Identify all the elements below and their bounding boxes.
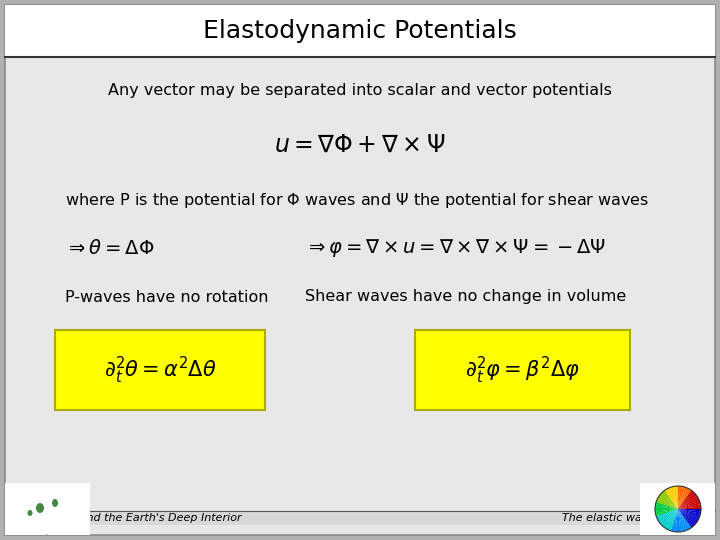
Wedge shape xyxy=(657,497,678,509)
Wedge shape xyxy=(669,509,678,531)
Wedge shape xyxy=(678,509,701,516)
Wedge shape xyxy=(655,507,678,509)
Text: Elastodynamic Potentials: Elastodynamic Potentials xyxy=(203,19,517,43)
Wedge shape xyxy=(655,509,678,511)
Text: $\Rightarrow \varphi = \nabla \times u = \nabla \times \nabla \times \Psi = -\De: $\Rightarrow \varphi = \nabla \times u =… xyxy=(305,237,606,259)
Wedge shape xyxy=(662,509,678,528)
Wedge shape xyxy=(657,509,678,521)
Wedge shape xyxy=(673,486,678,509)
Wedge shape xyxy=(661,509,678,526)
Wedge shape xyxy=(678,487,685,509)
Wedge shape xyxy=(667,509,678,530)
Wedge shape xyxy=(661,492,678,509)
Wedge shape xyxy=(655,509,678,516)
Wedge shape xyxy=(678,504,701,509)
Wedge shape xyxy=(678,509,693,528)
Wedge shape xyxy=(678,488,690,509)
Ellipse shape xyxy=(36,503,44,513)
Wedge shape xyxy=(678,509,701,514)
Wedge shape xyxy=(678,509,700,518)
Wedge shape xyxy=(678,486,680,509)
Wedge shape xyxy=(678,509,697,524)
Wedge shape xyxy=(660,494,678,509)
Wedge shape xyxy=(669,487,678,509)
Ellipse shape xyxy=(52,499,58,507)
Wedge shape xyxy=(667,488,678,509)
Wedge shape xyxy=(655,504,678,509)
Wedge shape xyxy=(678,490,693,509)
Wedge shape xyxy=(678,496,698,509)
Wedge shape xyxy=(678,509,683,532)
Wedge shape xyxy=(678,509,695,526)
Text: $\partial_t^2 \theta = \alpha^2 \Delta\theta$: $\partial_t^2 \theta = \alpha^2 \Delta\t… xyxy=(104,354,216,386)
Wedge shape xyxy=(678,509,701,511)
Wedge shape xyxy=(662,490,678,509)
Text: $u = \nabla\Phi + \nabla \times \Psi$: $u = \nabla\Phi + \nabla \times \Psi$ xyxy=(274,133,446,157)
Bar xyxy=(415,330,630,410)
Bar xyxy=(55,330,265,410)
Text: where P is the potential for $\Phi$ waves and $\Psi$ the potential for shear wav: where P is the potential for $\Phi$ wave… xyxy=(65,191,649,210)
Wedge shape xyxy=(671,509,678,531)
Wedge shape xyxy=(675,486,678,509)
Bar xyxy=(5,511,715,525)
Text: Shear waves have no change in volume: Shear waves have no change in volume xyxy=(305,289,626,305)
Text: $\Rightarrow \theta = \Delta\Phi$: $\Rightarrow \theta = \Delta\Phi$ xyxy=(65,239,154,258)
Wedge shape xyxy=(678,509,698,523)
Wedge shape xyxy=(678,494,697,509)
Text: The elastic wave equation: The elastic wave equation xyxy=(562,513,708,523)
Text: Seismology and the Earth's Deep Interior: Seismology and the Earth's Deep Interior xyxy=(12,513,242,523)
Wedge shape xyxy=(655,502,678,509)
Wedge shape xyxy=(678,509,680,532)
Wedge shape xyxy=(665,489,678,509)
Ellipse shape xyxy=(27,510,32,516)
Text: P-waves have no rotation: P-waves have no rotation xyxy=(65,289,269,305)
Text: Any vector may be separated into scalar and vector potentials: Any vector may be separated into scalar … xyxy=(108,83,612,98)
Wedge shape xyxy=(660,509,678,524)
Wedge shape xyxy=(678,489,691,509)
Wedge shape xyxy=(655,509,678,514)
Wedge shape xyxy=(658,509,678,523)
Wedge shape xyxy=(671,487,678,509)
Wedge shape xyxy=(678,487,688,509)
Wedge shape xyxy=(678,509,690,530)
Wedge shape xyxy=(678,509,691,529)
Wedge shape xyxy=(678,507,701,509)
Wedge shape xyxy=(678,509,699,521)
Wedge shape xyxy=(678,497,699,509)
Bar xyxy=(5,5,715,57)
Wedge shape xyxy=(658,496,678,509)
Wedge shape xyxy=(656,509,678,518)
Wedge shape xyxy=(678,486,683,509)
Wedge shape xyxy=(0,535,96,540)
Wedge shape xyxy=(665,509,678,529)
Wedge shape xyxy=(678,502,701,509)
Wedge shape xyxy=(656,500,678,509)
Wedge shape xyxy=(678,492,695,509)
Wedge shape xyxy=(673,509,678,532)
Wedge shape xyxy=(678,500,700,509)
Text: $\partial_t^2 \varphi = \beta^2 \Delta\varphi$: $\partial_t^2 \varphi = \beta^2 \Delta\v… xyxy=(465,354,580,386)
Wedge shape xyxy=(678,509,688,531)
Wedge shape xyxy=(678,509,685,531)
Wedge shape xyxy=(675,509,678,532)
